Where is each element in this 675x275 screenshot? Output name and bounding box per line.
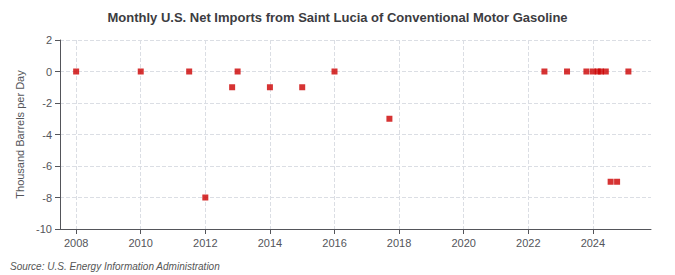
svg-text:-4: -4 <box>42 129 52 141</box>
svg-text:-8: -8 <box>42 192 52 204</box>
svg-text:0: 0 <box>46 66 52 78</box>
svg-text:2008: 2008 <box>64 237 88 249</box>
svg-text:2022: 2022 <box>516 237 540 249</box>
svg-text:Source: U.S. Energy Informatio: Source: U.S. Energy Information Administ… <box>10 261 220 272</box>
svg-text:-10: -10 <box>36 223 52 235</box>
svg-text:Monthly U.S. Net Imports from: Monthly U.S. Net Imports from Saint Luci… <box>107 10 567 25</box>
svg-text:2024: 2024 <box>581 237 605 249</box>
svg-text:2014: 2014 <box>258 237 282 249</box>
svg-text:2012: 2012 <box>193 237 217 249</box>
svg-text:Thousand Barrels per Day: Thousand Barrels per Day <box>14 70 26 199</box>
svg-text:2010: 2010 <box>128 237 152 249</box>
svg-text:2016: 2016 <box>322 237 346 249</box>
svg-text:-6: -6 <box>42 160 52 172</box>
svg-text:2020: 2020 <box>451 237 475 249</box>
svg-text:-2: -2 <box>42 97 52 109</box>
svg-text:2018: 2018 <box>387 237 411 249</box>
svg-text:2: 2 <box>46 34 52 46</box>
